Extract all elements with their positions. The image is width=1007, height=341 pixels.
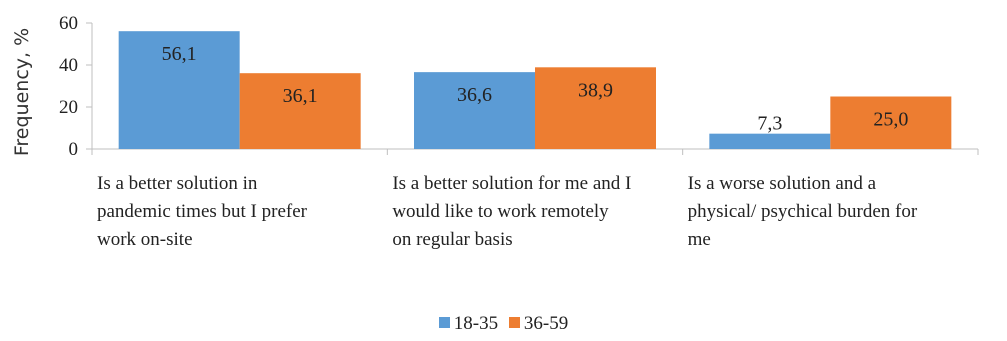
y-tick-label: 40	[59, 55, 78, 76]
data-label: 36,1	[283, 85, 318, 107]
chart-bars	[118, 31, 952, 149]
data-labels: 56,1 36,6 7,3 36,1 38,9 25,0	[162, 43, 909, 134]
x-category-label: Is a worse solution and a physical/ psych…	[688, 170, 973, 254]
data-label: 7,3	[757, 113, 782, 135]
legend-swatch-series-1	[438, 317, 450, 328]
x-category-label-line: Is a better solution for me and I	[392, 173, 632, 194]
x-category-label-line: on regular basis	[392, 229, 513, 250]
legend: 18-35 36-59	[0, 313, 1007, 335]
legend-item-series-2: 36-59	[508, 313, 569, 335]
x-category-label-line: physical/ psychical burden for	[687, 201, 918, 222]
y-tick-label: 0	[69, 139, 79, 160]
x-category-label-line: Is a better solution in	[97, 173, 258, 194]
legend-label-series-1: 18-35	[453, 313, 499, 334]
y-axis-label: Frequency, %	[11, 28, 33, 156]
x-category-label: Is a better solution for me and I would l…	[392, 170, 677, 254]
legend-swatch-series-2	[508, 317, 520, 328]
bar	[830, 96, 952, 149]
bar-chart: 0 20 40 60 56,1 36,6 7,3 36,1 38,9 25,0 Frequenc…	[11, 13, 979, 160]
data-label: 38,9	[578, 79, 613, 101]
data-label: 56,1	[162, 43, 197, 65]
bar	[535, 67, 656, 149]
legend-item-series-1: 18-35	[438, 313, 499, 335]
legend-label-series-2: 36-59	[523, 313, 569, 334]
x-category-label-line: me	[687, 229, 711, 250]
y-tick-label: 60	[59, 13, 78, 34]
data-label: 36,6	[457, 84, 492, 106]
bar	[414, 72, 535, 149]
y-tick-label: 20	[59, 97, 78, 118]
data-label: 25,0	[873, 109, 908, 131]
x-category-label-line: would like to work remotely	[392, 201, 609, 222]
bar	[239, 73, 361, 149]
x-category-label-line: work on-site	[97, 229, 193, 250]
x-category-label-line: Is a worse solution and a	[687, 173, 877, 194]
x-category-label-line: pandemic times but I prefer	[97, 201, 307, 222]
bar	[118, 31, 240, 149]
bar	[709, 133, 831, 149]
x-category-label: Is a better solution in pandemic times bu…	[97, 170, 382, 254]
